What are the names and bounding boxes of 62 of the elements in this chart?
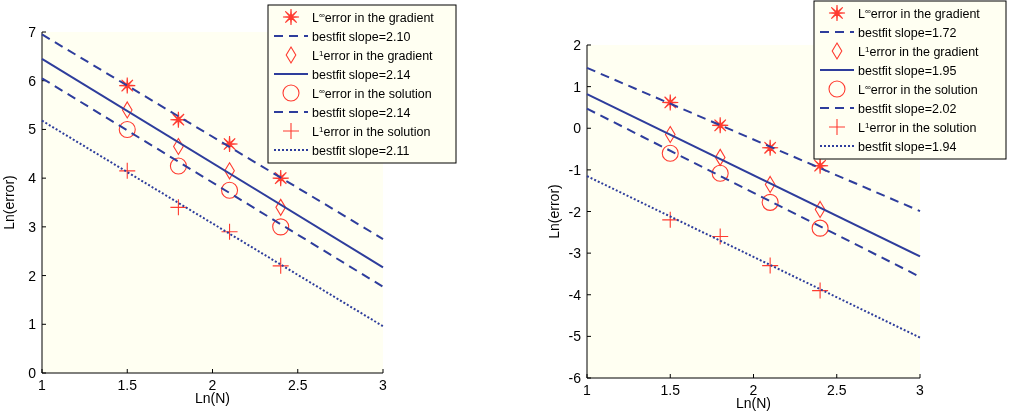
legend-label: bestfit slope=2.10 <box>312 30 411 44</box>
y-axis-title: Ln(error) <box>546 184 562 239</box>
y-tick-label: 4 <box>28 170 37 187</box>
legend-label: L$^{∞}$error in the gradient <box>312 10 435 25</box>
legend-label: bestfit slope=1.95 <box>858 64 957 78</box>
x-tick-label: 1 <box>583 382 592 398</box>
point <box>761 193 779 211</box>
point <box>221 135 239 153</box>
y-tick-label: 0 <box>573 120 582 137</box>
point <box>761 139 779 157</box>
legend-label: bestfit slope=1.72 <box>858 26 957 40</box>
legend-label: L$^{1}$error in the solution <box>312 124 431 139</box>
y-tick-label: 2 <box>573 37 582 53</box>
x-tick-label: 3 <box>379 377 388 393</box>
x-axis-title: Ln(N) <box>735 395 772 411</box>
x-tick-label: 3 <box>916 382 925 398</box>
point <box>711 164 729 182</box>
y-tick-label: -6 <box>568 370 582 386</box>
y-tick-label: 5 <box>28 121 37 138</box>
legend-label: bestfit slope=1.94 <box>858 140 957 154</box>
x-tick-label: 2.5 <box>288 377 308 393</box>
x-tick-label: 1 <box>38 377 47 393</box>
legend-label: L$^{∞}$error in the gradient <box>858 6 981 21</box>
point <box>711 116 729 134</box>
legend-label: L$^{1}$error in the solution <box>858 120 977 135</box>
point <box>221 181 239 199</box>
y-tick-label: 2 <box>28 267 37 284</box>
y-axis-title: Ln(error) <box>1 175 17 230</box>
point <box>169 111 187 129</box>
y-tick-label: 6 <box>28 72 37 89</box>
legend-label: L$^{1}$error in the gradient <box>858 44 980 59</box>
legend-label: bestfit slope=2.14 <box>312 68 411 82</box>
x-tick-label: 2.5 <box>827 382 847 398</box>
y-tick-label: -2 <box>568 203 582 220</box>
legend-label: bestfit slope=2.02 <box>858 102 957 116</box>
x-tick-label: 1.5 <box>660 382 681 398</box>
x-tick-label: 2 <box>208 377 217 393</box>
point <box>169 157 187 175</box>
legend-label: L$^{∞}$error in the solution <box>858 82 978 97</box>
y-tick-label: -4 <box>568 286 582 303</box>
point <box>118 120 136 138</box>
point <box>811 219 829 237</box>
legend-label: bestfit slope=2.11 <box>312 144 410 158</box>
x-tick-label: 1.5 <box>117 377 138 393</box>
point <box>118 77 136 95</box>
point <box>272 218 290 236</box>
y-tick-label: -1 <box>568 161 582 178</box>
y-tick-label: 0 <box>28 365 37 381</box>
y-tick-label: 1 <box>573 78 582 95</box>
y-tick-label: 1 <box>28 316 37 333</box>
legend-label: L$^{∞}$error in the solution <box>312 86 432 101</box>
y-tick-label: -3 <box>568 245 582 262</box>
y-tick-label: 3 <box>28 218 37 235</box>
point <box>661 93 679 111</box>
legend-label: L$^{1}$error in the gradient <box>312 48 434 63</box>
x-tick-label: 2 <box>749 382 758 398</box>
x-axis-title: Ln(N) <box>194 390 231 406</box>
y-tick-label: -5 <box>568 328 582 345</box>
point <box>661 144 679 162</box>
point <box>272 169 290 187</box>
legend-label: bestfit slope=2.14 <box>312 106 411 120</box>
y-tick-label: 7 <box>28 24 37 40</box>
